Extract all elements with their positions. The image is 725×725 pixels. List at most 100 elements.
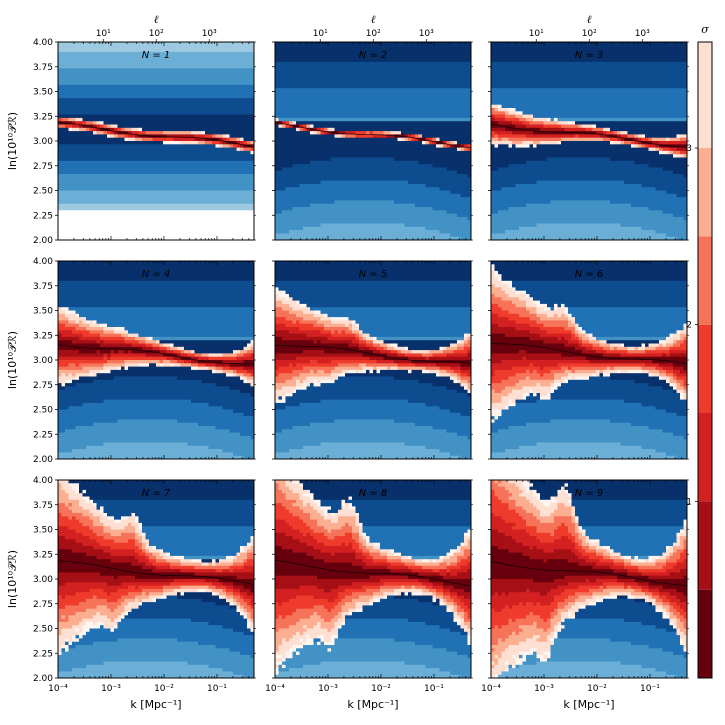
heatmap-cell xyxy=(149,81,154,86)
heatmap-cell xyxy=(201,183,206,188)
heatmap-cell xyxy=(341,144,346,149)
heatmap-cell xyxy=(313,154,318,159)
heatmap-cell xyxy=(233,180,238,185)
heatmap-cell xyxy=(142,98,147,102)
heatmap-cell xyxy=(327,88,332,93)
heatmap-cell xyxy=(215,157,220,162)
heatmap-cell xyxy=(145,203,150,208)
heatmap-cell xyxy=(219,150,224,155)
heatmap-cell xyxy=(320,127,325,132)
heatmap-cell xyxy=(170,131,175,135)
heatmap-cell xyxy=(313,190,318,195)
heatmap-cell xyxy=(250,71,254,76)
heatmap-cell xyxy=(352,220,357,225)
heatmap-cell xyxy=(191,55,196,60)
heatmap-cell xyxy=(341,134,346,139)
heatmap-cell xyxy=(124,183,129,188)
heatmap-cell xyxy=(194,236,199,240)
heatmap-cell xyxy=(152,230,157,234)
heatmap-cell xyxy=(334,101,339,106)
heatmap-cell xyxy=(82,183,87,188)
heatmap-cell xyxy=(341,114,346,119)
heatmap-cell xyxy=(348,177,353,182)
heatmap-cell xyxy=(331,131,336,135)
heatmap-cell xyxy=(219,61,224,66)
heatmap-cell xyxy=(278,170,283,175)
heatmap-cell xyxy=(310,61,315,66)
heatmap-cell xyxy=(229,223,234,228)
heatmap-cell xyxy=(201,108,206,112)
heatmap-cell xyxy=(187,223,192,228)
heatmap-cell xyxy=(226,58,231,63)
heatmap-cell xyxy=(180,236,185,240)
heatmap-cell xyxy=(131,147,136,152)
heatmap-cell xyxy=(166,154,171,159)
heatmap-cell xyxy=(208,141,213,145)
heatmap-cell xyxy=(205,141,210,145)
heatmap-cell xyxy=(313,187,318,192)
heatmap-cell xyxy=(250,75,254,79)
heatmap-cell xyxy=(296,121,301,126)
heatmap-cell xyxy=(320,216,325,221)
heatmap-cell xyxy=(110,154,115,159)
heatmap-cell xyxy=(282,98,287,102)
heatmap-cell xyxy=(187,200,192,205)
heatmap-cell xyxy=(110,210,115,215)
heatmap-cell xyxy=(72,203,77,208)
contour-line xyxy=(58,122,254,148)
heatmap-cell xyxy=(138,108,143,112)
heatmap-cell xyxy=(173,108,178,112)
heatmap-cell xyxy=(68,84,73,89)
heatmap-cell xyxy=(198,170,203,175)
heatmap-cell xyxy=(75,45,80,50)
heatmap-cell xyxy=(68,226,73,231)
heatmap-cell xyxy=(68,216,73,221)
heatmap-cell xyxy=(187,154,192,159)
heatmap-cell xyxy=(243,124,248,129)
heatmap-cell xyxy=(348,42,353,46)
heatmap-cell xyxy=(236,127,241,132)
heatmap-cell xyxy=(82,104,87,109)
heatmap-cell xyxy=(240,78,245,83)
heatmap-cell xyxy=(205,180,210,185)
heatmap-cell xyxy=(215,160,220,165)
heatmap-cell xyxy=(222,75,227,79)
heatmap-cell xyxy=(310,174,315,178)
heatmap-cell xyxy=(341,226,346,231)
heatmap-cell xyxy=(285,117,290,122)
heatmap-cell xyxy=(331,134,336,139)
heatmap-cell xyxy=(306,101,311,106)
heatmap-cell xyxy=(236,114,241,119)
heatmap-cell xyxy=(359,61,364,66)
heatmap-cell xyxy=(334,207,339,211)
heatmap-cell xyxy=(327,216,332,221)
heatmap-cell xyxy=(310,104,315,109)
heatmap-cell xyxy=(65,48,70,53)
heatmap-cell xyxy=(338,45,343,50)
heatmap-cell xyxy=(289,124,294,129)
heatmap-cell xyxy=(152,203,157,208)
heatmap-cell xyxy=(278,51,283,56)
heatmap-cell xyxy=(149,71,154,76)
heatmap-cell xyxy=(75,81,80,86)
heatmap-cell xyxy=(124,48,129,53)
heatmap-cell xyxy=(362,55,367,60)
heatmap-cell xyxy=(292,174,297,178)
heatmap-cell xyxy=(128,121,133,126)
heatmap-cell xyxy=(310,233,315,238)
heatmap-cell xyxy=(107,170,112,175)
heatmap-cell xyxy=(93,167,98,172)
heatmap-cell xyxy=(306,223,311,228)
heatmap-cell xyxy=(240,160,245,165)
heatmap-cell xyxy=(163,167,168,172)
heatmap-cell xyxy=(198,226,203,231)
heatmap-cell xyxy=(275,164,280,168)
heatmap-cell xyxy=(82,150,87,155)
heatmap-cell xyxy=(149,104,154,109)
heatmap-cell xyxy=(285,160,290,165)
heatmap-cell xyxy=(205,164,210,168)
heatmap-cell xyxy=(96,187,101,192)
heatmap-cell xyxy=(240,131,245,135)
heatmap-cell xyxy=(58,210,63,215)
heatmap-cell xyxy=(327,167,332,172)
